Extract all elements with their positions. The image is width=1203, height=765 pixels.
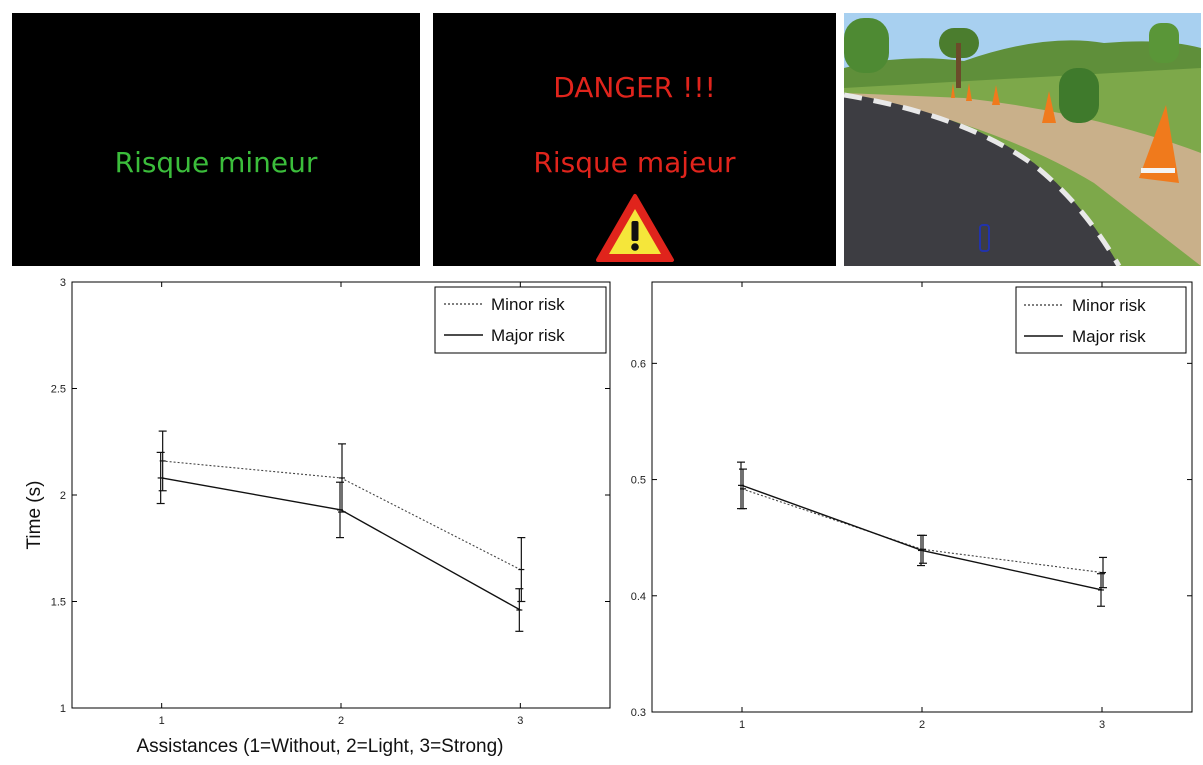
legend-major-label: Major risk xyxy=(491,326,565,345)
simulator-road-image xyxy=(844,13,1201,266)
legend-minor-label: Minor risk xyxy=(491,295,565,314)
y-tick-label: 2 xyxy=(60,490,66,502)
major-risk-screen: DANGER !!! Risque majeur xyxy=(433,13,836,266)
y-tick-label: 0.6 xyxy=(631,358,646,370)
minor-risk-label: Risque mineur xyxy=(114,146,318,179)
x-tick-label: 1 xyxy=(739,719,745,731)
warning-triangle-icon xyxy=(596,194,674,262)
x-axis-ticks: 1 2 3 xyxy=(739,282,1105,731)
legend-box xyxy=(434,286,607,354)
y-axis-ticks: 1 1.5 2 2.5 3 xyxy=(51,277,610,715)
danger-label: DANGER !!! xyxy=(553,71,716,104)
rate-chart: 0.3 0.4 0.5 0.6 1 2 3 Minor risk Major risk xyxy=(626,281,1203,765)
y-axis-ticks: 0.3 0.4 0.5 0.6 xyxy=(631,358,1192,719)
x-axis-ticks: 1 2 3 xyxy=(159,282,523,727)
legend-major-label: Major risk xyxy=(1072,327,1146,346)
plot-area xyxy=(651,281,1193,713)
time-chart: 1 1.5 2 2.5 3 1 2 3 Time (s) Assistances (1=Wi… xyxy=(24,277,611,757)
y-tick-label: 0.5 xyxy=(631,475,646,487)
chart-series xyxy=(737,461,1107,607)
major-risk-label: Risque majeur xyxy=(533,146,736,179)
y-tick-label: 2.5 xyxy=(51,384,66,396)
legend: Minor risk Major risk xyxy=(1015,286,1187,354)
y-tick-label: 3 xyxy=(60,277,66,289)
y-tick-label: 0.3 xyxy=(631,707,646,719)
x-axis-title: Assistances (1=Without, 2=Light, 3=Stron… xyxy=(136,736,503,757)
x-tick-label: 2 xyxy=(338,715,344,727)
legend-box xyxy=(1015,286,1187,354)
driving-simulator-scene xyxy=(844,13,1201,266)
legend: Minor risk Major risk xyxy=(434,286,607,354)
cropped-area xyxy=(626,738,1203,765)
x-tick-label: 2 xyxy=(919,719,925,731)
y-tick-label: 1 xyxy=(60,703,66,715)
x-tick-label: 1 xyxy=(159,715,165,727)
y-tick-label: 1.5 xyxy=(51,597,66,609)
legend-minor-label: Minor risk xyxy=(1072,296,1146,315)
x-tick-label: 3 xyxy=(517,715,523,727)
x-tick-label: 3 xyxy=(1099,719,1105,731)
y-tick-label: 0.4 xyxy=(631,591,646,603)
chart-series xyxy=(156,430,526,632)
y-axis-title: Time (s) xyxy=(24,481,45,550)
minor-risk-screen: Risque mineur xyxy=(12,13,420,266)
